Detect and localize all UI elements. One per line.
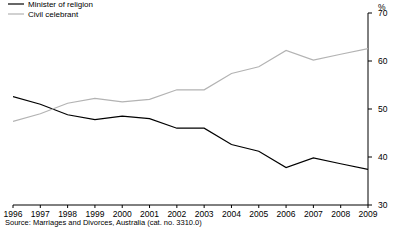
x-tick-label: 2007 — [304, 209, 323, 219]
x-tick — [67, 205, 68, 208]
x-tick — [204, 205, 205, 208]
y-tick — [368, 109, 372, 110]
x-tick — [40, 205, 41, 208]
chart: 3040506070%19961997199819992000200120022… — [0, 0, 397, 227]
legend-swatch — [8, 13, 24, 14]
x-tick-label: 2004 — [222, 209, 241, 219]
y-tick-label: 40 — [378, 152, 388, 162]
x-tick-label: 2006 — [277, 209, 296, 219]
legend-label: Civil celebrant — [28, 10, 79, 19]
y-tick — [368, 61, 372, 62]
y-axis-label: % — [378, 2, 386, 12]
series-line — [13, 49, 368, 122]
x-tick — [313, 205, 314, 208]
x-tick — [340, 205, 341, 208]
x-tick-label: 2009 — [359, 209, 378, 219]
x-axis — [13, 205, 368, 206]
x-tick — [286, 205, 287, 208]
y-tick-label: 30 — [378, 200, 388, 210]
y-tick-label: 60 — [378, 56, 388, 66]
y-tick-label: 50 — [378, 104, 388, 114]
x-tick — [176, 205, 177, 208]
source-note: Source: Marriages and Divorces, Australi… — [5, 218, 202, 227]
x-tick — [122, 205, 123, 208]
legend-label: Minister of religion — [28, 0, 93, 9]
y-tick — [368, 13, 372, 14]
x-tick — [258, 205, 259, 208]
x-tick-label: 2008 — [331, 209, 350, 219]
y-tick — [368, 157, 372, 158]
x-tick-label: 2005 — [249, 209, 268, 219]
series-line — [13, 97, 368, 170]
x-tick — [94, 205, 95, 208]
x-tick — [368, 205, 369, 208]
x-tick — [231, 205, 232, 208]
y-tick — [368, 205, 372, 206]
x-tick — [13, 205, 14, 208]
x-tick — [149, 205, 150, 208]
plot-area — [13, 49, 368, 170]
legend-swatch — [8, 3, 24, 4]
